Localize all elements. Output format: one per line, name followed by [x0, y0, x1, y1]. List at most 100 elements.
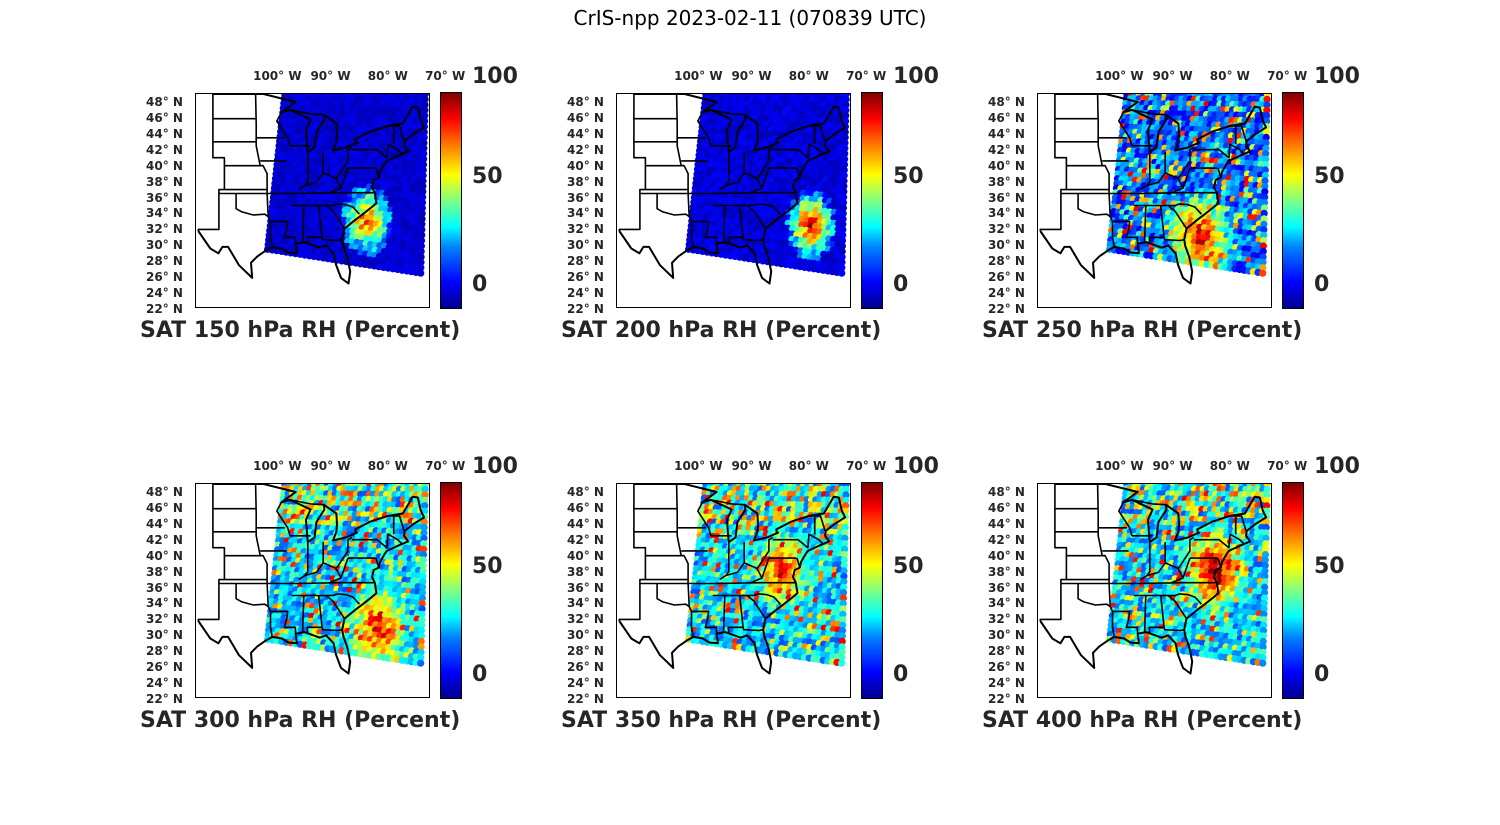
- longitude-label: 100° W: [674, 459, 723, 473]
- latitude-label: 42° N: [567, 142, 604, 157]
- latitude-label: 42° N: [988, 532, 1025, 547]
- state-border: [1112, 220, 1139, 244]
- latitude-label: 22° N: [146, 302, 183, 316]
- longitude-label: 90° W: [310, 459, 351, 473]
- latitude-label: 38° N: [988, 174, 1025, 189]
- state-border: [1133, 203, 1202, 215]
- latitude-label: 34° N: [146, 596, 183, 611]
- coastline: [197, 94, 426, 285]
- longitude-label: 70° W: [1267, 459, 1308, 473]
- state-border: [756, 146, 774, 179]
- state-border: [722, 205, 726, 243]
- latitude-labels: 48° N 46° N 44° N 42° N 40° N 38° N 36° N 34° N…: [140, 485, 192, 707]
- state-border: [321, 627, 343, 632]
- latitude-label: 38° N: [146, 564, 183, 579]
- state-border: [1167, 204, 1188, 230]
- latitude-label: 36° N: [146, 580, 183, 595]
- panel-label: SAT 350 hPa RH (Percent): [561, 708, 882, 733]
- colorbar-tick-label: 0: [1314, 662, 1330, 687]
- state-border: [725, 562, 763, 579]
- latitude-label: 44° N: [567, 516, 604, 531]
- state-border: [1167, 594, 1188, 620]
- state-border: [325, 204, 346, 230]
- state-border: [618, 484, 647, 621]
- latitude-label: 24° N: [146, 676, 183, 691]
- state-border: [289, 109, 324, 116]
- state-border: [772, 143, 824, 159]
- latitude-label: 36° N: [567, 580, 604, 595]
- latitude-label: 34° N: [988, 206, 1025, 221]
- latitude-label: 28° N: [146, 254, 183, 269]
- longitude-label: 80° W: [1209, 69, 1250, 83]
- state-border: [675, 484, 694, 638]
- state-boundaries: [1039, 484, 1268, 675]
- panel-label: SAT 400 hPa RH (Percent): [982, 708, 1303, 733]
- state-border: [306, 205, 323, 243]
- state-border: [722, 595, 726, 633]
- state-border: [710, 499, 745, 506]
- panel-label: SAT 300 hPa RH (Percent): [140, 708, 461, 733]
- latitude-labels: 48° N 46° N 44° N 42° N 40° N 38° N 36° N 34° N…: [982, 95, 1034, 317]
- latitude-label: 24° N: [567, 676, 604, 691]
- state-border: [235, 193, 269, 218]
- state-border: [301, 205, 305, 243]
- latitude-label: 30° N: [146, 628, 183, 643]
- latitude-label: 28° N: [988, 644, 1025, 659]
- latitude-label: 28° N: [567, 644, 604, 659]
- latitude-label: 46° N: [988, 110, 1025, 125]
- longitude-label: 90° W: [1152, 69, 1193, 83]
- state-border: [1177, 146, 1195, 179]
- longitude-label: 70° W: [846, 69, 887, 83]
- state-border: [1118, 111, 1133, 147]
- longitude-label: 80° W: [788, 69, 829, 83]
- state-border: [639, 191, 796, 195]
- state-border: [270, 610, 297, 634]
- latitude-label: 30° N: [146, 238, 183, 253]
- state-border: [618, 94, 647, 231]
- longitude-label: 100° W: [1095, 459, 1144, 473]
- latitude-labels: 48° N 46° N 44° N 42° N 40° N 38° N 36° N 34° N…: [561, 485, 613, 707]
- longitude-labels: 100° W 90° W 80° W 70° W: [1037, 457, 1307, 473]
- state-border: [1060, 581, 1217, 585]
- state-border: [291, 203, 360, 215]
- colorbar-tick-label: 0: [472, 272, 488, 297]
- latitude-label: 32° N: [146, 612, 183, 627]
- figure-title: CrIS-npp 2023-02-11 (070839 UTC): [573, 6, 927, 30]
- state-border: [335, 146, 353, 179]
- map-svg: [197, 484, 429, 675]
- state-border: [1133, 593, 1202, 605]
- map-svg: [197, 94, 429, 285]
- colorbar: [1282, 482, 1304, 699]
- panel-150hpa: 100° W 90° W 80° W 70° W 48° N 46° N 44° N 42° …: [140, 64, 518, 357]
- latitude-label: 44° N: [988, 126, 1025, 141]
- state-border: [719, 542, 730, 581]
- state-border: [697, 111, 712, 147]
- state-border: [289, 499, 324, 506]
- latitude-label: 34° N: [567, 596, 604, 611]
- longitude-label: 100° W: [253, 459, 302, 473]
- panel-350hpa: 100° W 90° W 80° W 70° W 48° N 46° N 44° N 42° …: [561, 454, 939, 747]
- state-border: [1193, 143, 1245, 159]
- state-border: [1077, 193, 1111, 218]
- state-border: [1193, 533, 1245, 549]
- latitude-label: 48° N: [146, 94, 183, 109]
- state-boundaries: [197, 94, 426, 285]
- latitude-label: 46° N: [988, 500, 1025, 515]
- state-border: [197, 94, 226, 231]
- map-svg: [1039, 484, 1271, 675]
- latitude-label: 32° N: [567, 222, 604, 237]
- latitude-label: 42° N: [146, 532, 183, 547]
- latitude-label: 40° N: [567, 158, 604, 173]
- state-border: [1096, 94, 1115, 248]
- coastline: [618, 484, 847, 675]
- longitude-label: 70° W: [425, 69, 466, 83]
- latitude-label: 26° N: [988, 660, 1025, 675]
- latitude-label: 40° N: [567, 548, 604, 563]
- latitude-label: 44° N: [988, 516, 1025, 531]
- coastline: [618, 94, 847, 285]
- colorbar-tick-label: 100: [893, 454, 939, 479]
- state-border: [772, 533, 824, 549]
- latitude-label: 22° N: [146, 692, 183, 706]
- state-boundaries: [197, 484, 426, 675]
- state-border: [254, 484, 273, 638]
